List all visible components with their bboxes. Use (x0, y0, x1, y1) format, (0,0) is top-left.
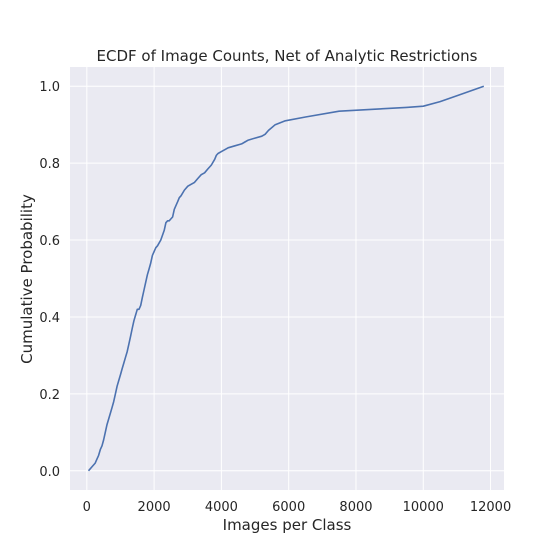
chart-title: ECDF of Image Counts, Net of Analytic Re… (97, 47, 478, 65)
x-tick-label: 4000 (205, 500, 238, 515)
x-tick-label: 8000 (339, 500, 372, 515)
y-tick-label: 0.0 (39, 465, 60, 480)
y-tick-label: 0.4 (39, 311, 60, 326)
x-tick-label: 0 (83, 500, 91, 515)
x-tick-label: 10000 (403, 500, 444, 515)
y-tick-label: 1.0 (39, 80, 60, 95)
y-tick-label: 0.2 (39, 388, 60, 403)
x-tick-label: 2000 (138, 500, 171, 515)
grid-lines (70, 67, 504, 490)
y-tick-label: 0.6 (39, 234, 60, 249)
tick-labels: 0 2000 4000 6000 8000 10000 12000 0.0 0.2 0.4 0.6 0… (39, 80, 511, 515)
x-axis-label: Images per Class (223, 516, 352, 534)
x-tick-label: 12000 (470, 500, 511, 515)
series-layer (87, 85, 485, 472)
x-tick-label: 6000 (272, 500, 305, 515)
y-axis-label: Cumulative Probability (18, 194, 36, 364)
plot-area (70, 67, 504, 490)
y-tick-label: 0.8 (39, 157, 60, 172)
ecdf-line (87, 85, 485, 472)
